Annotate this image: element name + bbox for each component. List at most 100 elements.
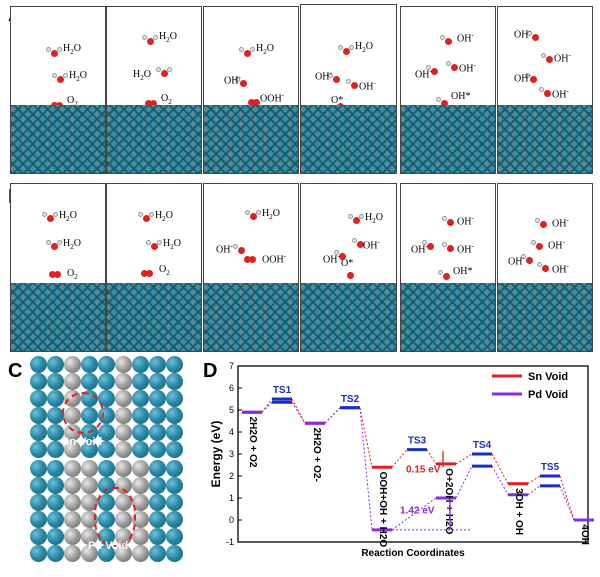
teal-atom (149, 407, 166, 424)
teal-atom (47, 373, 64, 390)
ooh-adsorbate (248, 99, 262, 106)
teal-atom (149, 477, 166, 494)
connector-pd (261, 401, 273, 413)
species-label: H2O (155, 210, 173, 223)
species-label: O* (331, 95, 344, 106)
grey-atom (132, 460, 149, 477)
teal-atom (166, 460, 183, 477)
connector-sn (391, 449, 408, 468)
y-tick-label: 6 (229, 383, 234, 393)
grey-atom (132, 545, 149, 562)
hydroxide (328, 73, 341, 83)
teal-atom (47, 390, 64, 407)
ts-label: TS4 (473, 440, 492, 451)
hydroxide (531, 240, 544, 250)
hydroxide (442, 216, 455, 226)
pd-void-surface (30, 460, 185, 562)
surface-slab (204, 105, 298, 173)
y-tick-label: 4 (229, 427, 234, 437)
surface-slab (11, 283, 105, 351)
grey-atom (81, 511, 98, 528)
hydroxide (446, 61, 459, 71)
connector-sn (324, 407, 341, 424)
snapshot-b5: OH- OH- OH- OH* (400, 183, 496, 352)
grey-atom (115, 373, 132, 390)
ts-label: TS2 (341, 394, 360, 405)
grey-atom (81, 545, 98, 562)
y-axis-label: Energy (eV) (209, 421, 223, 488)
water-molecule (46, 240, 62, 250)
teal-atom (98, 545, 115, 562)
snapshot-a3: H2O OH- OOH- (203, 6, 299, 174)
water-molecule (338, 45, 354, 55)
state-label: OOH+OH + H2O (377, 472, 388, 548)
connector-pd (359, 407, 373, 530)
teal-atom (98, 373, 115, 390)
teal-atom (98, 424, 115, 441)
species-label: OH- (216, 242, 233, 256)
snapshot-b1: H2O H2O O2 (10, 183, 106, 352)
teal-atom (132, 390, 149, 407)
teal-atom (166, 511, 183, 528)
grey-atom (64, 460, 81, 477)
teal-atom (30, 528, 47, 545)
teal-atom (149, 373, 166, 390)
species-label: OH- (411, 242, 428, 256)
teal-atom (149, 545, 166, 562)
teal-atom (166, 545, 183, 562)
connector-pd (455, 465, 473, 499)
snapshot-a2: H2O H2O O2 (106, 6, 202, 174)
legend-label: Sn Void (528, 371, 568, 383)
oxygen-molecule (141, 270, 155, 277)
water-molecule (52, 73, 68, 83)
teal-atom (98, 390, 115, 407)
surface-slab (301, 105, 396, 173)
grey-atom (132, 528, 149, 545)
connector-pd (491, 465, 509, 495)
surface-slab (301, 283, 396, 351)
teal-atom (30, 373, 47, 390)
connector-pd (391, 497, 437, 531)
grey-atom (115, 390, 132, 407)
water-molecule (239, 47, 255, 57)
teal-atom (166, 528, 183, 545)
water-molecule (46, 47, 62, 57)
species-label: H2O (133, 69, 151, 82)
teal-atom (98, 460, 115, 477)
connector-sn (455, 453, 473, 465)
hydroxide (539, 87, 552, 97)
x-axis-label: Reaction Coordinates (361, 548, 465, 559)
species-label: OH- (457, 242, 474, 256)
snapshot-a6: OH- OH- OH- OH- (497, 6, 593, 174)
teal-atom (47, 424, 64, 441)
species-label: OH- (552, 87, 569, 101)
teal-atom (81, 373, 98, 390)
hydroxide (525, 73, 538, 83)
species-label: OH- (554, 51, 571, 65)
species-label: O2 (67, 95, 78, 108)
o-adsorbate (347, 272, 361, 279)
teal-atom (149, 460, 166, 477)
barrier-annotation-sn: 0.15 eV (406, 465, 441, 476)
state-label: O+2OH + H2O (443, 468, 454, 534)
ooh-adsorbate (244, 256, 258, 263)
surface-slab (401, 105, 495, 173)
water-molecule (138, 212, 154, 222)
species-label: H2O (256, 43, 274, 56)
species-label: OH- (415, 67, 432, 81)
connector-pd (527, 485, 541, 496)
snapshot-b4: H2O OH- OH- O* (300, 183, 397, 352)
grey-atom (115, 460, 132, 477)
grey-atom (115, 407, 132, 424)
surface-slab (204, 283, 298, 351)
teal-atom (30, 545, 47, 562)
grey-atom (81, 528, 98, 545)
species-label: OH- (224, 73, 241, 87)
connector-sn (359, 407, 373, 468)
grey-atom (115, 424, 132, 441)
teal-atom (149, 356, 166, 373)
species-label: H2O (59, 210, 77, 223)
species-label: H2O (63, 238, 81, 251)
species-label: OH- (315, 69, 332, 83)
connector-sn (527, 475, 541, 485)
